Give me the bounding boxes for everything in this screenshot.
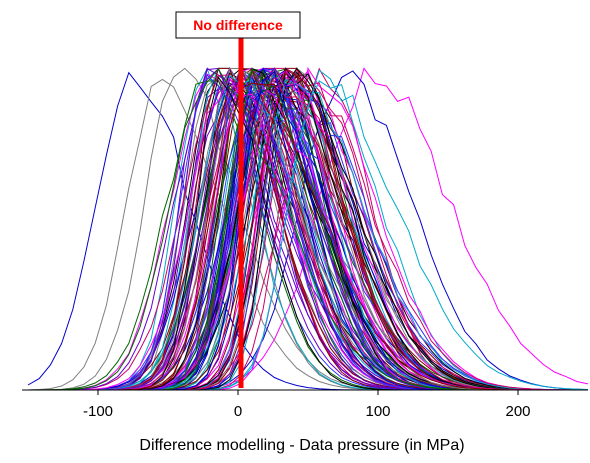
x-axis-ticks: -100 0 100 200: [83, 390, 531, 420]
no-difference-annotation: No difference: [175, 11, 301, 39]
series-layer: [27, 66, 589, 391]
no-difference-label: No difference: [193, 17, 283, 33]
x-tick-label: 100: [365, 403, 390, 420]
no-difference-label-box: [175, 11, 301, 39]
x-tick-label: 0: [234, 403, 242, 420]
x-tick-label: -100: [83, 403, 113, 420]
x-axis-title: Difference modelling - Data pressure (in…: [139, 437, 464, 454]
distribution-series-line: [28, 67, 588, 391]
x-tick-label: 200: [505, 403, 530, 420]
